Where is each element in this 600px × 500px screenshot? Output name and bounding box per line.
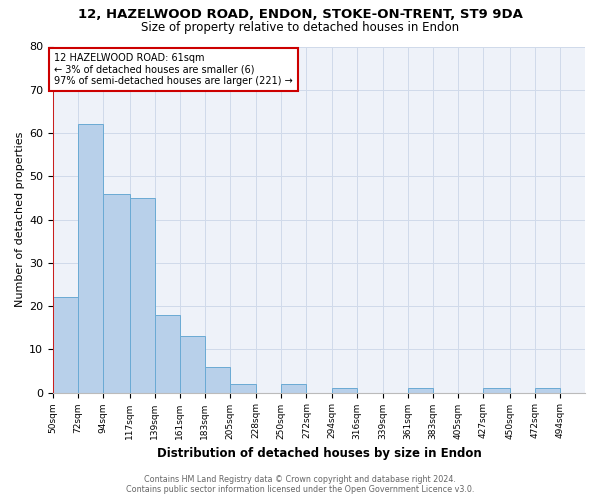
Y-axis label: Number of detached properties: Number of detached properties bbox=[15, 132, 25, 307]
Bar bbox=[535, 388, 560, 392]
Bar bbox=[408, 388, 433, 392]
Bar bbox=[332, 388, 356, 392]
Bar bbox=[484, 388, 509, 392]
Text: Size of property relative to detached houses in Endon: Size of property relative to detached ho… bbox=[141, 21, 459, 34]
Bar bbox=[281, 384, 307, 392]
Text: 12 HAZELWOOD ROAD: 61sqm
← 3% of detached houses are smaller (6)
97% of semi-det: 12 HAZELWOOD ROAD: 61sqm ← 3% of detache… bbox=[54, 53, 293, 86]
Bar bbox=[230, 384, 256, 392]
Bar bbox=[130, 198, 155, 392]
Bar bbox=[180, 336, 205, 392]
Bar bbox=[78, 124, 103, 392]
Bar bbox=[205, 366, 230, 392]
X-axis label: Distribution of detached houses by size in Endon: Distribution of detached houses by size … bbox=[157, 447, 481, 460]
Text: 12, HAZELWOOD ROAD, ENDON, STOKE-ON-TRENT, ST9 9DA: 12, HAZELWOOD ROAD, ENDON, STOKE-ON-TREN… bbox=[77, 8, 523, 20]
Text: Contains HM Land Registry data © Crown copyright and database right 2024.
Contai: Contains HM Land Registry data © Crown c… bbox=[126, 474, 474, 494]
Bar bbox=[155, 314, 180, 392]
Bar bbox=[53, 298, 78, 392]
Bar bbox=[103, 194, 130, 392]
